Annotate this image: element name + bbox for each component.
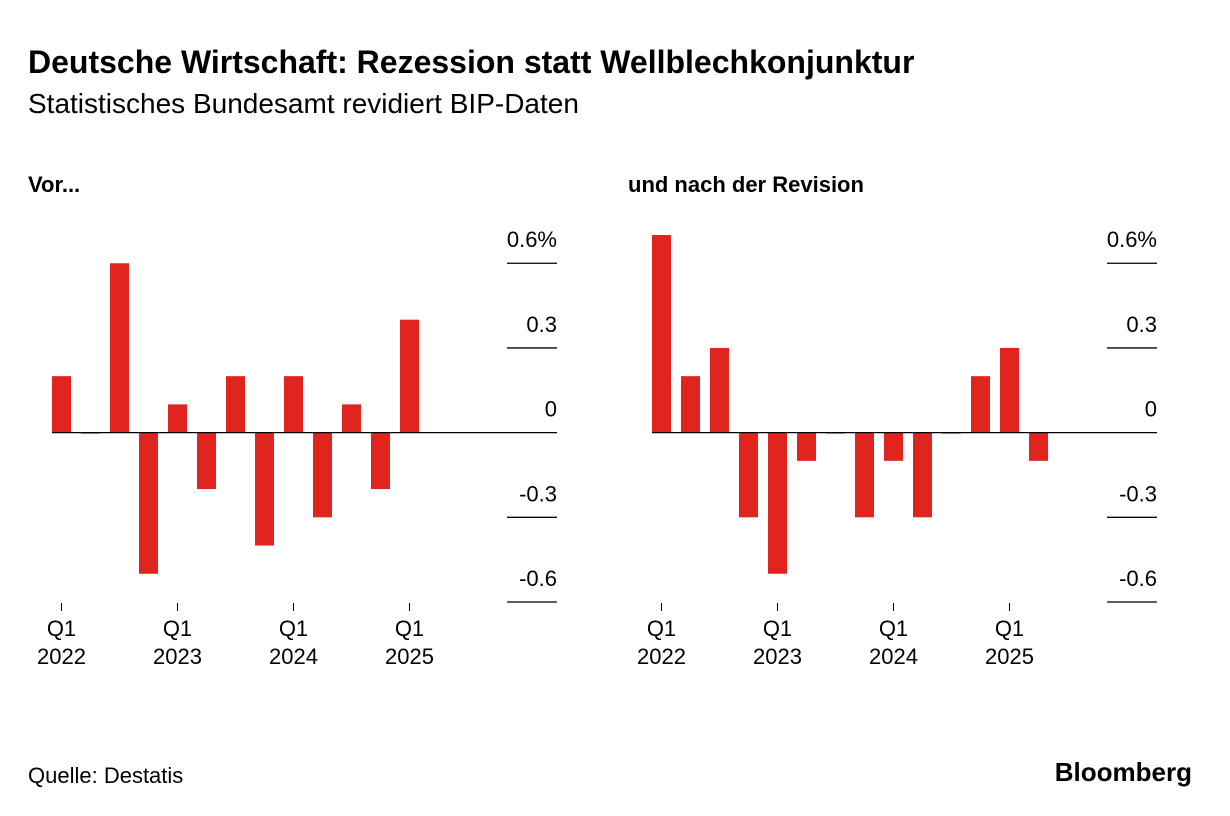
chart-title: Vor... bbox=[28, 172, 80, 197]
y-tick-label: -0.3 bbox=[1119, 481, 1157, 506]
x-tick-label: 2025 bbox=[985, 644, 1034, 669]
bar bbox=[226, 376, 245, 433]
y-tick-label: 0 bbox=[545, 397, 557, 422]
bar bbox=[342, 404, 361, 433]
x-tick-label: Q1 bbox=[763, 616, 792, 641]
bar bbox=[1029, 432, 1048, 461]
x-tick-label: 2023 bbox=[153, 644, 202, 669]
bar bbox=[371, 432, 390, 490]
bar bbox=[652, 235, 671, 433]
x-tick-label: 2024 bbox=[269, 644, 318, 669]
x-tick-label: 2024 bbox=[869, 644, 918, 669]
bar bbox=[681, 376, 700, 433]
chart-title: und nach der Revision bbox=[628, 172, 864, 197]
y-tick-label: 0.3 bbox=[526, 312, 557, 337]
title: Deutsche Wirtschaft: Rezession statt Wel… bbox=[28, 44, 914, 80]
x-tick-label: 2023 bbox=[753, 644, 802, 669]
bar bbox=[52, 376, 71, 433]
x-tick-label: Q1 bbox=[647, 616, 676, 641]
x-tick-label: Q1 bbox=[163, 616, 192, 641]
bar bbox=[255, 432, 274, 546]
y-tick-label: -0.6 bbox=[519, 566, 557, 591]
x-tick-label: 2022 bbox=[637, 644, 686, 669]
x-tick-label: Q1 bbox=[279, 616, 308, 641]
bar bbox=[139, 432, 158, 574]
bar bbox=[168, 404, 187, 433]
y-tick-label: 0.6% bbox=[507, 227, 557, 252]
bar bbox=[739, 432, 758, 518]
bar bbox=[1000, 347, 1019, 433]
bar bbox=[971, 376, 990, 433]
bar bbox=[284, 376, 303, 433]
y-tick-label: -0.6 bbox=[1119, 566, 1157, 591]
bar bbox=[768, 432, 787, 574]
bar bbox=[313, 432, 332, 518]
bar bbox=[710, 347, 729, 433]
y-tick-label: 0 bbox=[1145, 397, 1157, 422]
y-tick-label: 0.6% bbox=[1107, 227, 1157, 252]
bar bbox=[400, 319, 419, 433]
bar bbox=[797, 432, 816, 461]
bar bbox=[197, 432, 216, 490]
bar bbox=[855, 432, 874, 518]
x-tick-label: Q1 bbox=[395, 616, 424, 641]
bar bbox=[884, 432, 903, 461]
x-tick-label: 2025 bbox=[385, 644, 434, 669]
x-tick-label: Q1 bbox=[879, 616, 908, 641]
x-tick-label: Q1 bbox=[995, 616, 1024, 641]
subtitle: Statistisches Bundesamt revidiert BIP-Da… bbox=[28, 88, 579, 119]
x-tick-label: Q1 bbox=[47, 616, 76, 641]
bar bbox=[913, 432, 932, 518]
brand: Bloomberg bbox=[1055, 757, 1192, 787]
y-tick-label: 0.3 bbox=[1126, 312, 1157, 337]
bar bbox=[110, 263, 129, 433]
x-tick-label: 2022 bbox=[37, 644, 86, 669]
source: Quelle: Destatis bbox=[28, 763, 183, 788]
y-tick-label: -0.3 bbox=[519, 481, 557, 506]
